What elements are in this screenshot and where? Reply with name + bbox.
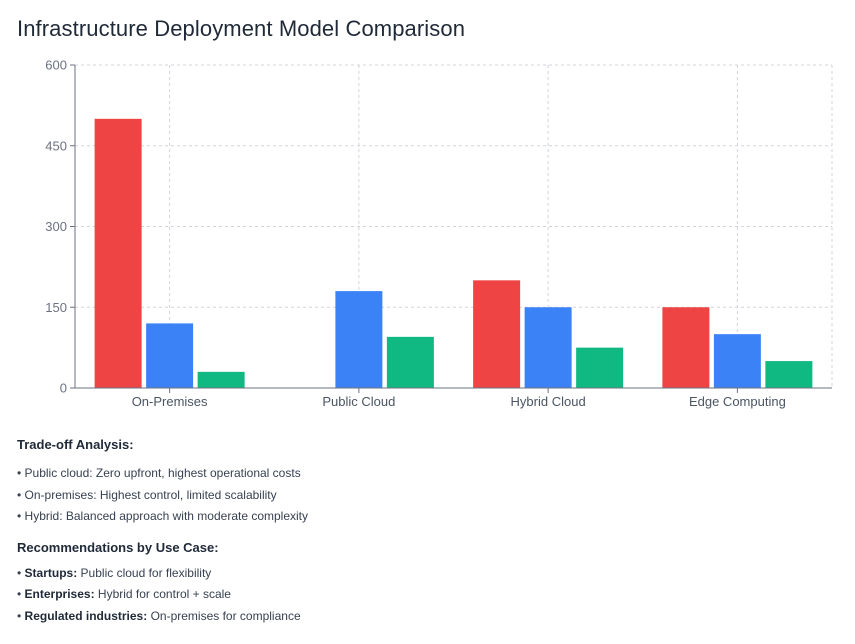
recommendations-list: • Startups: Public cloud for flexibility… <box>17 563 837 628</box>
y-tick-label: 0 <box>60 381 67 396</box>
x-tick-label: Hybrid Cloud <box>511 394 586 409</box>
bar-hybrid-cloud-series-1 <box>473 280 521 388</box>
recommendation-label: Enterprises: <box>24 587 95 601</box>
bar-chart: 0 150 300 450 600 On-Premises Public Cloud Hyb… <box>45 58 833 409</box>
chart-bars <box>94 118 813 388</box>
bar-edge-computing-series-1 <box>662 307 710 388</box>
bar-edge-computing-series-2 <box>713 334 761 388</box>
tradeoff-heading: Trade-off Analysis: <box>17 437 134 452</box>
x-tick-label: On-Premises <box>132 394 208 409</box>
tradeoff-item: • Hybrid: Balanced approach with moderat… <box>17 509 309 523</box>
recommendation-label: Startups: <box>24 565 78 580</box>
page-title: Infrastructure Deployment Model Comparis… <box>17 16 466 41</box>
y-tick-label: 450 <box>45 138 67 153</box>
y-tick-label: 150 <box>45 300 67 315</box>
bar-on-premises-series-2 <box>146 323 194 388</box>
recommendation-item: • Startups: Public cloud for flexibility <box>17 565 212 580</box>
tradeoff-item: • Public cloud: Zero upfront, highest op… <box>17 466 301 480</box>
bar-public-cloud-series-2 <box>335 291 383 388</box>
bar-on-premises-series-1 <box>94 118 142 388</box>
tradeoff-list: • Public cloud: Zero upfront, highest op… <box>17 463 837 528</box>
bar-edge-computing-series-3 <box>765 361 813 388</box>
recommendation-label: Regulated industries: <box>24 608 148 623</box>
bar-public-cloud-series-3 <box>386 336 434 388</box>
recommendations-heading: Recommendations by Use Case: <box>17 539 219 555</box>
x-axis-ticks: On-Premises Public Cloud Hybrid Cloud Edge … <box>132 388 786 409</box>
y-tick-label: 600 <box>45 58 67 73</box>
y-axis-ticks: 0 150 300 450 600 <box>45 58 75 396</box>
tradeoff-item: • On-premises: Highest control, limited … <box>17 487 277 502</box>
recommendation-item: • Enterprises: Hybrid for control + scal… <box>17 587 231 601</box>
recommendation-item: • Regulated industries: On-premises for … <box>17 608 301 623</box>
analysis-notes: Trade-off Analysis: • Public cloud: Zero… <box>17 437 837 627</box>
bar-on-premises-series-3 <box>197 371 245 388</box>
y-tick-label: 300 <box>45 219 67 234</box>
x-tick-label: Edge Computing <box>689 394 786 409</box>
x-tick-label: Public Cloud <box>322 394 395 409</box>
bar-hybrid-cloud-series-3 <box>576 347 624 388</box>
bar-hybrid-cloud-series-2 <box>524 307 572 388</box>
